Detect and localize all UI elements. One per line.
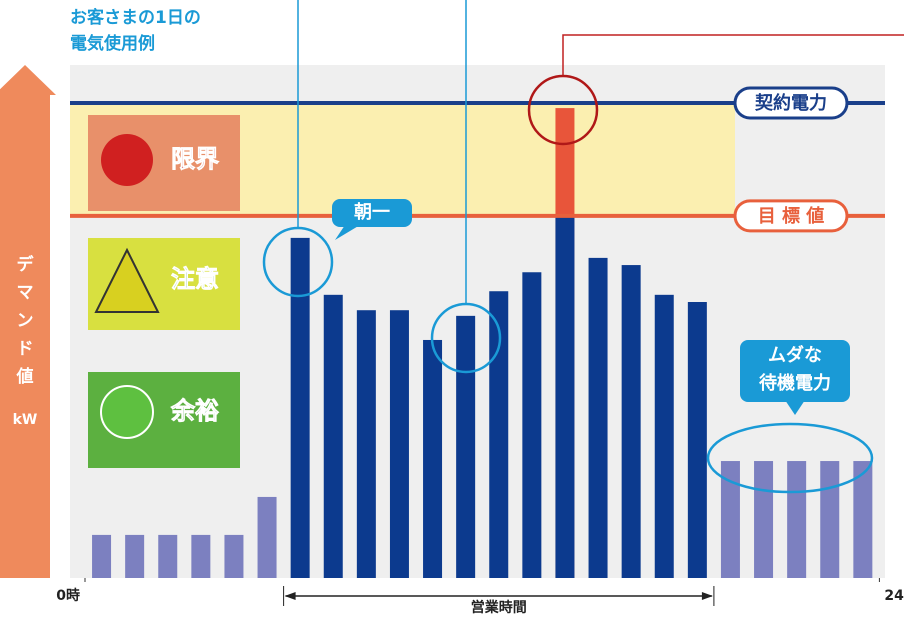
label-bg	[453, 598, 544, 616]
title-line: お客さまの1日の	[70, 7, 201, 28]
highlight-ellipse	[706, 422, 874, 494]
icon-face	[94, 247, 160, 313]
reference-label: 契約電力	[754, 92, 827, 114]
bar	[720, 461, 740, 578]
y-axis-label-char: ン	[17, 311, 34, 331]
title-line: 電気使用例	[70, 33, 155, 54]
bar	[257, 496, 277, 578]
highlight-circle	[527, 74, 599, 146]
y-axis-label-char: 値	[16, 366, 34, 387]
bar	[787, 461, 807, 578]
annotation-box	[740, 340, 850, 402]
level-label: 限界	[171, 145, 219, 173]
icon-face	[100, 385, 154, 439]
y-axis-arrow	[0, 65, 56, 578]
bar	[290, 237, 310, 579]
annotation-pointer	[785, 400, 805, 415]
bar	[125, 534, 145, 578]
bar	[687, 302, 707, 578]
arrow-head	[701, 592, 713, 600]
annotation: ムダな	[768, 344, 822, 366]
highlight-circle	[262, 226, 334, 298]
bar	[389, 310, 409, 578]
reference-label-box	[733, 199, 849, 233]
y-axis-unit: kW	[13, 412, 38, 428]
annotation: 朝一	[354, 201, 390, 223]
bar	[820, 461, 840, 578]
y-axis-label-char: マ	[17, 283, 34, 303]
arrow-head	[284, 592, 296, 600]
bar	[92, 534, 112, 578]
bar	[423, 339, 443, 578]
bar	[654, 294, 674, 578]
level-label: 余裕	[170, 397, 219, 425]
bar	[621, 265, 641, 578]
bar	[588, 257, 608, 578]
icon-face	[101, 134, 153, 186]
business-hours-label: 営業時間	[471, 599, 527, 616]
bar	[224, 534, 244, 578]
annotation-box	[332, 199, 412, 227]
bar	[489, 291, 509, 578]
bar	[158, 534, 178, 578]
bar	[191, 534, 211, 578]
bar	[323, 294, 343, 578]
reference-label: 目 標 値	[758, 205, 825, 227]
bar	[853, 461, 873, 578]
annotation: 待機電力	[759, 372, 831, 394]
reference-label-box	[733, 86, 849, 120]
callout-line	[562, 34, 904, 75]
y-axis-label-char: ド	[17, 339, 34, 359]
highlight-circle	[430, 302, 502, 374]
bar	[522, 272, 542, 578]
bar	[754, 461, 774, 578]
x-tick-label: 24時	[884, 587, 904, 604]
level-label: 注意	[171, 265, 219, 293]
bar	[456, 315, 476, 578]
bar	[356, 310, 376, 578]
bar-below-target	[555, 215, 575, 578]
annotation-pointer	[335, 225, 360, 240]
y-axis-label-char: デ	[17, 254, 35, 275]
x-tick-label: 0時	[56, 587, 80, 604]
